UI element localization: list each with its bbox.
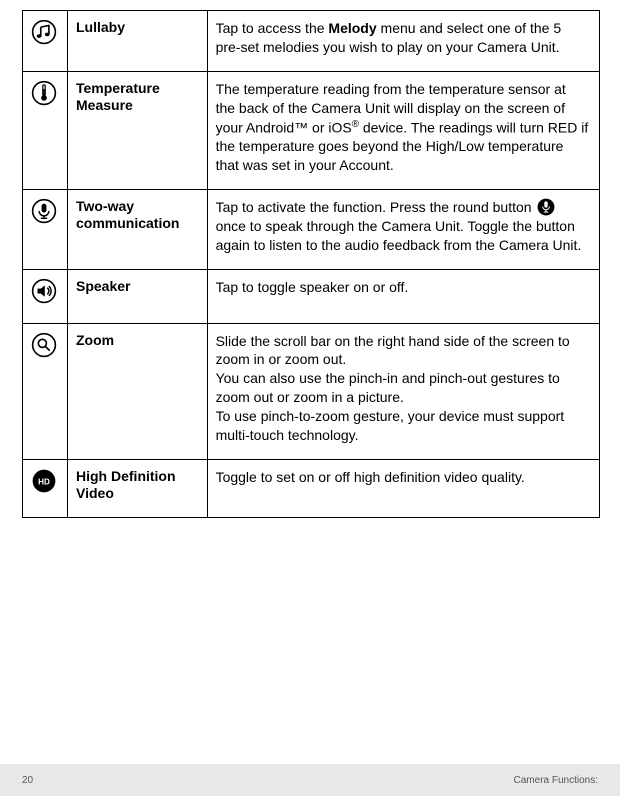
- title-cell: Lullaby: [68, 11, 208, 72]
- description-cell: Toggle to set on or off high definition …: [207, 459, 599, 517]
- feature-title: Zoom: [76, 332, 197, 350]
- description-cell: Tap to toggle speaker on or off.: [207, 269, 599, 323]
- description-cell: Slide the scroll bar on the right hand s…: [207, 323, 599, 459]
- description-cell: Tap to access the Melody menu and select…: [207, 11, 599, 72]
- microphone-icon: [31, 198, 57, 224]
- feature-description: The temperature reading from the tempera…: [216, 80, 589, 175]
- thermometer-icon: [31, 80, 57, 106]
- feature-title: Two-way communication: [76, 198, 197, 233]
- table-row: Speaker Tap to toggle speaker on or off.: [23, 269, 600, 323]
- feature-title: Temperature Measure: [76, 80, 197, 115]
- table-row: HD High Definition Video Toggle to set on…: [23, 459, 600, 517]
- feature-description: Tap to access the Melody menu and select…: [216, 19, 589, 57]
- icon-cell: [23, 323, 68, 459]
- features-tbody: Lullaby Tap to access the Melody menu and…: [23, 11, 600, 518]
- feature-description: Toggle to set on or off high definition …: [216, 468, 589, 487]
- icon-cell: [23, 11, 68, 72]
- title-cell: High Definition Video: [68, 459, 208, 517]
- icon-cell: [23, 189, 68, 269]
- features-table: Lullaby Tap to access the Melody menu and…: [22, 10, 600, 518]
- feature-title: Lullaby: [76, 19, 197, 37]
- icon-cell: HD: [23, 459, 68, 517]
- feature-description: Tap to toggle speaker on or off.: [216, 278, 589, 297]
- zoom-icon: [31, 332, 57, 358]
- description-cell: Tap to activate the function. Press the …: [207, 189, 599, 269]
- registered-mark: ®: [352, 119, 359, 130]
- title-cell: Temperature Measure: [68, 71, 208, 189]
- table-row: Lullaby Tap to access the Melody menu and…: [23, 11, 600, 72]
- icon-cell: [23, 269, 68, 323]
- title-cell: Two-way communication: [68, 189, 208, 269]
- feature-description: Slide the scroll bar on the right hand s…: [216, 332, 589, 445]
- feature-title: Speaker: [76, 278, 197, 296]
- page-number: 20: [22, 775, 33, 786]
- title-cell: Zoom: [68, 323, 208, 459]
- music-note-icon: [31, 19, 57, 45]
- page-footer: 20 Camera Functions:: [0, 764, 620, 796]
- icon-cell: [23, 71, 68, 189]
- microphone-solid-icon: [537, 198, 555, 216]
- table-row: Zoom Slide the scroll bar on the right ha…: [23, 323, 600, 459]
- table-row: Temperature Measure The temperature readi…: [23, 71, 600, 189]
- description-cell: The temperature reading from the tempera…: [207, 71, 599, 189]
- title-cell: Speaker: [68, 269, 208, 323]
- feature-title: High Definition Video: [76, 468, 197, 503]
- speaker-icon: [31, 278, 57, 304]
- table-row: Two-way communication Tap to activate the…: [23, 189, 600, 269]
- hd-icon: HD: [31, 468, 57, 494]
- svg-text:HD: HD: [38, 477, 50, 486]
- section-label: Camera Functions:: [514, 775, 598, 786]
- feature-description: Tap to activate the function. Press the …: [216, 198, 589, 255]
- bold-text: Melody: [328, 20, 376, 36]
